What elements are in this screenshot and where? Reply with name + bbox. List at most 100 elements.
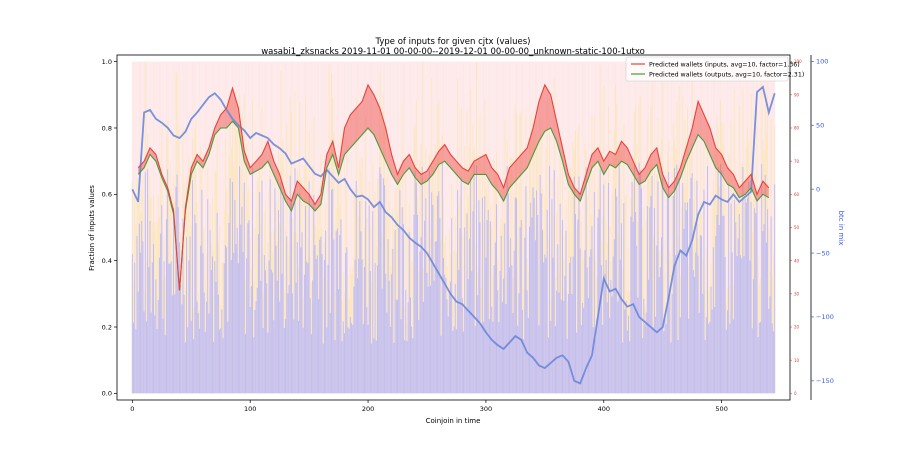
bar-bg-pink — [302, 61, 304, 394]
bar-bg-pink — [391, 61, 393, 394]
bar-bg-pink — [341, 61, 343, 394]
bar-bg-yellow — [441, 134, 443, 163]
bar-bg-pink — [569, 61, 571, 394]
bar-bg-yellow — [356, 188, 358, 279]
bar-bg-blue — [288, 285, 290, 394]
bar-bg-blue — [149, 221, 151, 394]
bar-bg-yellow — [624, 196, 626, 310]
bar-bg-yellow — [401, 104, 403, 208]
bar-bg-yellow — [393, 228, 395, 343]
bar-bg-yellow — [539, 118, 541, 175]
bar-bg-yellow — [327, 181, 329, 265]
bar-bg-yellow — [131, 181, 133, 255]
bar-bg-pink — [543, 61, 545, 394]
bar-bg-blue — [583, 307, 585, 394]
bar-bg-blue — [750, 201, 752, 394]
bar-bg-blue — [182, 218, 184, 394]
bar-bg-blue — [145, 321, 147, 394]
bar-bg-blue — [257, 234, 259, 394]
y3-tick-label: 10 — [794, 358, 800, 363]
bar-bg-blue — [426, 272, 428, 394]
bar-bg-blue — [237, 263, 239, 394]
bar-bg-yellow — [387, 163, 389, 240]
bar-bg-pink — [145, 61, 147, 394]
bar-bg-blue — [395, 299, 397, 394]
bar-bg-blue — [303, 274, 305, 394]
bar-bg-blue — [594, 338, 597, 394]
bar-bg-blue — [635, 212, 637, 394]
bar-bg-yellow — [306, 158, 308, 262]
bar-bg-yellow — [541, 188, 544, 231]
bar-bg-pink — [352, 61, 354, 394]
bar-bg-pink — [204, 61, 206, 394]
bar-bg-yellow — [629, 291, 631, 342]
bar-bg-yellow — [477, 272, 479, 296]
bar-bg-yellow — [659, 249, 661, 268]
bar-bg-yellow — [774, 125, 776, 185]
bar-bg-yellow — [475, 61, 478, 166]
bar-bg-blue — [768, 309, 770, 394]
bar-bg-pink — [768, 61, 770, 394]
bar-bg-blue — [493, 265, 495, 394]
bar-bg-blue — [723, 215, 725, 394]
bar-bg-blue — [640, 188, 643, 394]
bar-bg-blue — [220, 328, 222, 394]
bar-bg-blue — [369, 271, 371, 394]
bar-bg-blue — [352, 325, 354, 394]
bar-bg-blue — [565, 230, 567, 394]
bar-bg-blue — [706, 166, 709, 394]
bar-bg-blue — [445, 277, 447, 394]
bar-bg-blue — [351, 323, 353, 394]
bar-bg-pink — [617, 61, 619, 394]
bar-bg-blue — [525, 186, 527, 394]
bar-bg-yellow — [762, 140, 764, 232]
bar-bg-blue — [764, 174, 766, 394]
bar-bg-yellow — [368, 182, 370, 206]
bar-bg-yellow — [400, 301, 402, 320]
bar-bg-yellow — [354, 191, 356, 260]
bar-bg-blue — [290, 199, 292, 394]
bar-bg-yellow — [599, 65, 601, 170]
bar-bg-pink — [629, 61, 631, 394]
bar-bg-yellow — [264, 202, 267, 271]
bar-bg-blue — [296, 242, 298, 394]
bar-bg-yellow — [395, 188, 397, 300]
x-tick-label: 0 — [130, 405, 134, 413]
bar-bg-blue — [434, 241, 436, 394]
bar-bg-blue — [382, 178, 384, 394]
bar-bg-yellow — [230, 147, 232, 260]
bar-bg-yellow — [345, 183, 347, 253]
bar-bg-yellow — [236, 128, 238, 228]
bar-bg-blue — [762, 231, 764, 394]
bar-bg-yellow — [215, 172, 217, 282]
bar-bg-blue — [454, 283, 456, 394]
bar-bg-blue — [638, 162, 640, 394]
bar-bg-blue — [293, 319, 295, 394]
bar-bg-blue — [144, 172, 146, 394]
bar-bg-blue — [558, 292, 560, 394]
bar-bg-yellow — [490, 204, 492, 222]
bar-bg-yellow — [648, 175, 650, 280]
bar-bg-yellow — [417, 197, 419, 216]
bar-bg-blue — [322, 343, 324, 394]
y3-tick-label: 0 — [794, 391, 797, 396]
bar-bg-yellow — [175, 74, 177, 187]
bar-bg-yellow — [234, 92, 236, 200]
bar-bg-yellow — [559, 138, 561, 204]
bar-bg-blue — [164, 334, 166, 394]
bar-bg-yellow — [756, 108, 758, 199]
bar-bg-yellow — [498, 287, 500, 323]
bar-bg-yellow — [188, 156, 190, 261]
bar-bg-blue — [508, 267, 511, 394]
bar-bg-yellow — [252, 100, 254, 169]
bar-bg-pink — [592, 61, 594, 394]
bar-bg-yellow — [427, 178, 429, 287]
bar-bg-pink — [422, 61, 424, 394]
bar-bg-yellow — [209, 204, 211, 230]
bar-bg-yellow — [768, 227, 770, 310]
bar-bg-yellow — [418, 270, 420, 320]
bar-bg-blue — [460, 177, 462, 394]
bar-bg-pink — [446, 61, 448, 394]
bar-bg-pink — [220, 61, 222, 394]
bar-bg-blue — [498, 322, 500, 394]
